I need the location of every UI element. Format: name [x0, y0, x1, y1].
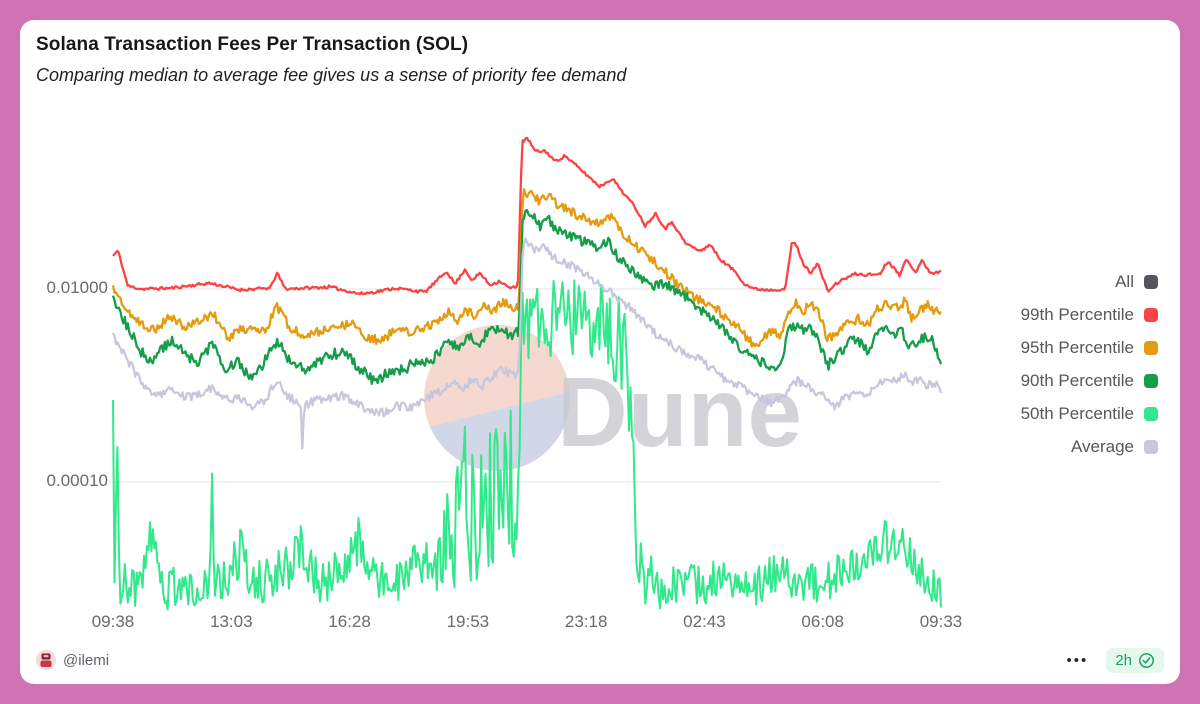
x-axis-tick-label: 06:08 — [801, 612, 844, 631]
legend-label: Average — [1070, 436, 1134, 456]
series-95th-percentile — [111, 188, 942, 348]
legend-swatch — [1144, 307, 1158, 322]
watermark-text: Dune — [557, 357, 802, 467]
x-axis-tick-label: 09:33 — [919, 612, 963, 631]
card-footer: @ilemi ••• 2h — [36, 644, 1164, 676]
verified-icon — [1139, 652, 1154, 668]
legend-swatch — [1144, 439, 1158, 454]
refresh-age-label: 2h — [1115, 651, 1132, 669]
more-menu-button[interactable]: ••• — [1066, 651, 1089, 669]
legend-label: 95th Percentile — [1020, 337, 1134, 357]
chart-series — [111, 136, 943, 611]
x-axis-tick-label: 19:53 — [446, 612, 490, 631]
chart-header: Solana Transaction Fees Per Transaction … — [36, 34, 1164, 86]
dune-watermark: Dune — [424, 325, 802, 471]
x-axis-tick-label: 23:18 — [564, 612, 608, 631]
page-title: Solana Transaction Fees Per Transaction … — [36, 34, 469, 55]
legend-item-95th-percentile[interactable]: 95th Percentile — [1021, 331, 1158, 364]
refresh-status-badge[interactable]: 2h — [1106, 647, 1164, 673]
x-axis-tick-label: 02:43 — [683, 612, 726, 631]
legend-label: All — [1115, 271, 1134, 291]
x-axis-tick-label: 16:28 — [328, 612, 371, 631]
series-average — [112, 237, 943, 450]
legend-item-90th-percentile[interactable]: 90th Percentile — [1021, 364, 1158, 397]
legend-item-99th-percentile[interactable]: 99th Percentile — [1021, 298, 1158, 331]
legend-item-average[interactable]: Average — [1071, 430, 1158, 463]
page-subtitle: Comparing median to average fee gives us… — [36, 65, 627, 85]
series-90th-percentile — [111, 208, 943, 386]
fee-chart-canvas: Dune — [109, 136, 943, 611]
x-axis-tick-label: 09:38 — [91, 612, 135, 631]
author-handle[interactable]: @ilemi — [63, 651, 110, 669]
legend-label: 90th Percentile — [1020, 370, 1134, 390]
legend-item-50th-percentile[interactable]: 50th Percentile — [1021, 397, 1158, 430]
series-99th-percentile — [112, 136, 942, 296]
chart-legend: All 99th Percentile 95th Percentile 90th Pe… — [1021, 265, 1158, 463]
legend-item-all[interactable]: All — [1115, 265, 1158, 298]
legend-label: 99th Percentile — [1020, 304, 1134, 324]
x-axis-tick-label: 13:03 — [210, 612, 253, 631]
legend-swatch — [1144, 274, 1158, 289]
dashboard-card: Solana Transaction Fees Per Transaction … — [20, 20, 1180, 684]
y-axis-tick-label: 0.01000 — [46, 277, 108, 297]
series-50th-percentile — [112, 279, 942, 611]
y-axis-tick-label: 0.00010 — [46, 471, 108, 490]
legend-swatch — [1144, 406, 1158, 421]
legend-label: 50th Percentile — [1020, 403, 1134, 423]
legend-swatch — [1144, 373, 1158, 388]
avatar[interactable] — [36, 650, 56, 670]
legend-swatch — [1144, 340, 1158, 355]
